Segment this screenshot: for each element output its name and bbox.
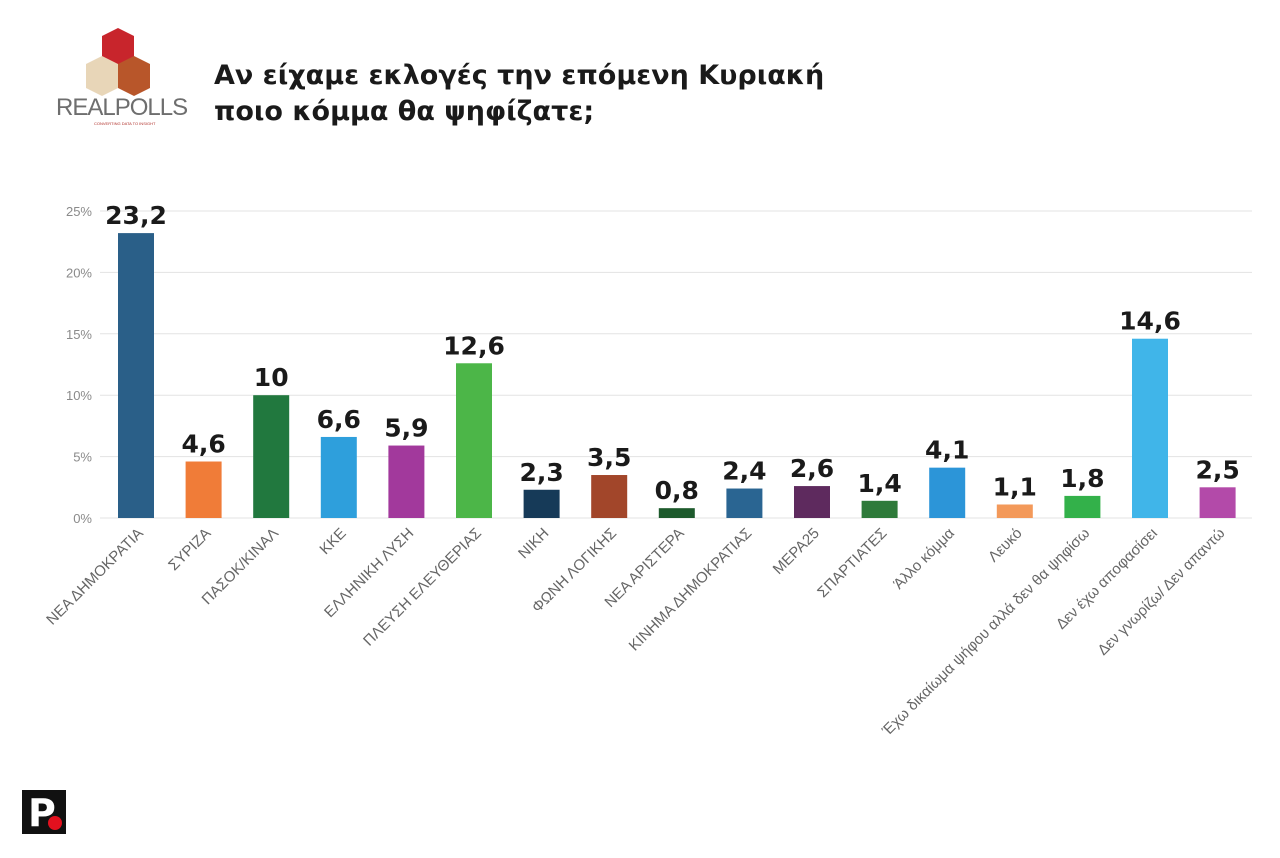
data-label: 10 [254, 363, 289, 392]
data-label: 14,6 [1119, 307, 1181, 336]
data-label: 12,6 [443, 331, 505, 360]
data-label: 2,3 [519, 458, 563, 487]
x-tick-label: ΜΕΡΑ25 [770, 525, 823, 578]
x-tick-label: ΚΙΝΗΜΑ ΔΗΜΟΚΡΑΤΙΑΣ [626, 525, 756, 655]
data-label: 2,5 [1195, 455, 1239, 484]
data-label: 3,5 [587, 443, 631, 472]
data-label: 1,1 [993, 472, 1037, 501]
y-tick-label: 25% [66, 204, 92, 219]
y-tick-label: 20% [66, 265, 92, 280]
logo-text: REALPOLLS [56, 94, 188, 121]
y-tick-label: 0% [73, 511, 92, 526]
bar [996, 504, 1033, 518]
bar [523, 489, 560, 518]
chart-title: Αν είχαμε εκλογές την επόμενη Κυριακή πο… [214, 58, 824, 130]
bar [861, 500, 898, 518]
bar [794, 486, 830, 518]
x-tick-label: ΝΕΑ ΔΗΜΟΚΡΑΤΙΑ [43, 525, 147, 629]
y-tick-label: 5% [73, 450, 92, 465]
data-label: 6,6 [317, 405, 361, 434]
publisher-logo: P [22, 790, 66, 835]
title-line-1: Αν είχαμε εκλογές την επόμενη Κυριακή [214, 60, 825, 91]
y-tick-label: 15% [66, 327, 92, 342]
data-label: 1,4 [857, 469, 901, 498]
bar [1064, 495, 1101, 518]
x-tick-label: ΠΛΕΥΣΗ ΕΛΕΥΘΕΡΙΑΣ [360, 525, 485, 650]
bar [253, 395, 290, 518]
bar [320, 436, 357, 518]
x-tick-label: Άλλο κόμμα [890, 525, 958, 593]
title-line-2: ποιο κόμμα θα ψηφίζατε; [214, 96, 595, 127]
y-tick-label: 10% [66, 388, 92, 403]
logo-tagline: CONVERTING DATA TO INSIGHT [94, 121, 156, 126]
bar [185, 461, 222, 518]
x-tick-label: Δεν γνωρίζω/ Δεν απαντώ [1094, 525, 1228, 659]
data-label: 2,6 [790, 454, 834, 483]
x-tick-label: ΚΚΕ [316, 525, 349, 558]
x-tick-label: ΣΠΑΡΤΙΑΤΕΣ [814, 525, 890, 601]
data-label: 4,6 [181, 430, 225, 459]
bar [388, 445, 425, 518]
bar [456, 363, 492, 518]
data-label: 5,9 [384, 414, 428, 443]
data-label: 23,2 [105, 201, 167, 230]
bar [658, 508, 695, 518]
bar [1132, 338, 1168, 518]
data-label: 4,1 [925, 436, 969, 465]
data-label: 2,4 [722, 457, 766, 486]
realpolls-logo: REALPOLLS CONVERTING DATA TO INSIGHT [56, 26, 196, 126]
x-tick-label: Έχω δικαίωμα ψήφου αλλά δεν θα ψηφίσω [878, 525, 1093, 740]
cubes-icon [86, 28, 150, 96]
data-label: 0,8 [655, 476, 699, 505]
bar [929, 467, 966, 518]
bar [118, 233, 154, 518]
x-tick-label: Λευκό [985, 525, 1026, 566]
bar [726, 488, 763, 518]
bar [591, 475, 628, 518]
data-label: 1,8 [1060, 464, 1104, 493]
x-tick-label: ΝΙΚΗ [515, 525, 552, 562]
bar [1199, 487, 1236, 518]
x-tick-label: ΣΥΡΙΖΑ [165, 525, 214, 574]
